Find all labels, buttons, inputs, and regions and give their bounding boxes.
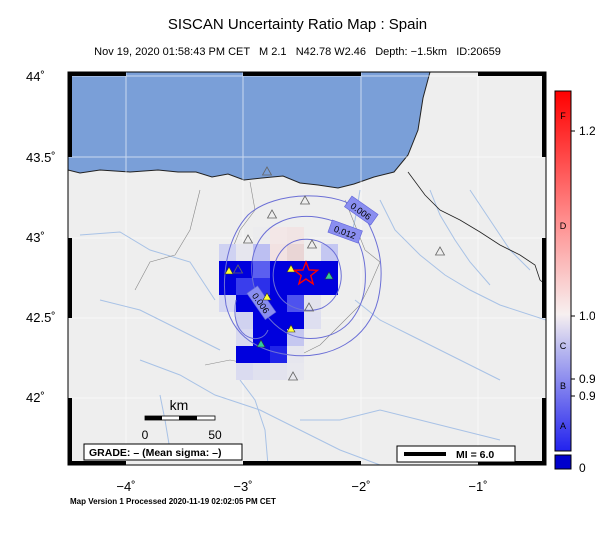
lat-tick-label: 43.5˚ (26, 150, 56, 165)
scale-tick-label: 50 (208, 428, 222, 442)
colorbar-tick-label: 1.2 (579, 124, 595, 138)
colorbar-tick-label: 0.9 (579, 389, 595, 403)
scale-tick-label: 0 (142, 428, 149, 442)
contour-spiral (234, 299, 269, 340)
color-bar: F D C B A 1.2 1.0 0.9 0.9 0 (554, 90, 595, 475)
lat-tick-label: 42˚ (26, 390, 45, 405)
map-subtitle: Nov 19, 2020 01:58:43 PM CET M 2.1 N42.7… (94, 46, 501, 58)
lon-tick-label: −2˚ (351, 479, 370, 494)
stations-filled (224, 264, 334, 348)
lat-tick-label: 44˚ (26, 69, 45, 84)
station-triangle (299, 195, 311, 205)
lon-axis: −4˚ −3˚ −2˚ −1˚ (116, 479, 487, 494)
station-triangle (306, 239, 318, 249)
station-triangle (232, 264, 244, 274)
grade-letter: A (560, 421, 566, 431)
contour-inner (272, 238, 342, 311)
station-green (256, 339, 266, 348)
lon-tick-label: −4˚ (116, 479, 135, 494)
lat-axis: 44˚ 43.5˚ 43˚ 42.5˚ 42˚ (26, 69, 56, 405)
grade-letter: D (560, 221, 567, 231)
station-green (324, 271, 334, 280)
station-triangle (266, 209, 278, 219)
station-triangle (303, 302, 315, 312)
lon-tick-label: −1˚ (468, 479, 487, 494)
scale-unit: km (170, 397, 189, 413)
map-area: 0.006 0.012 0.006 (68, 72, 546, 465)
colorbar-tick-label: 1.0 (579, 309, 595, 323)
grade-letter: B (560, 381, 566, 391)
colorbar-tick-label: 0.9 (579, 372, 595, 386)
lon-tick-label: −3˚ (233, 479, 252, 494)
lat-tick-label: 42.5˚ (26, 310, 56, 325)
stations-open (232, 166, 446, 381)
map-footer: Map Version 1 Processed 2020-11-19 02:02… (70, 497, 276, 506)
station-triangle (261, 166, 273, 176)
station-triangle (242, 234, 254, 244)
mi-box: MI = 6.0 (396, 445, 516, 463)
station-yellow (262, 292, 272, 301)
svg-text:MI = 6.0: MI = 6.0 (456, 449, 494, 461)
station-triangle (287, 371, 299, 381)
grade-letter: C (560, 341, 567, 351)
scale-bar: km 0 50 (142, 397, 222, 442)
epicenter-star (292, 260, 320, 286)
station-yellow (224, 266, 234, 275)
station-yellow (286, 264, 296, 273)
grade-box: GRADE: – (Mean sigma: –) (83, 443, 243, 461)
lat-tick-label: 43˚ (26, 230, 45, 245)
contour-outer (224, 195, 382, 357)
station-yellow (286, 324, 296, 333)
borders (407, 171, 546, 286)
rivers (79, 189, 546, 465)
sea-area (68, 72, 431, 189)
station-triangle (434, 246, 446, 256)
frame-ticks (68, 72, 546, 465)
grade-letter: F (560, 111, 566, 121)
map-title: SISCAN Uncertainty Ratio Map : Spain (167, 16, 428, 33)
svg-text:GRADE: – (Mean sigma: –): GRADE: – (Mean sigma: –) (89, 447, 221, 459)
colorbar-tick-label: 0 (579, 461, 586, 475)
